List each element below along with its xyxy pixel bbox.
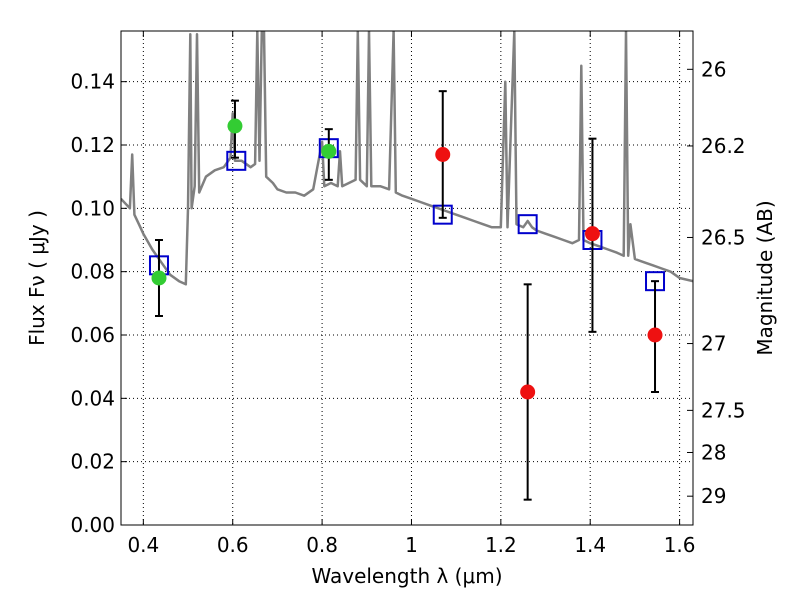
y-tick-label: 0.14 — [70, 70, 115, 94]
y2-tick-label: 27.5 — [701, 398, 746, 422]
y-axis: 0.00 0.02 0.04 0.06 0.08 0.10 0.12 0.14 — [70, 70, 127, 537]
x-tick-label: 1 — [405, 533, 418, 557]
y-tick-label: 0.06 — [70, 323, 115, 347]
x-tick-label: 1.4 — [574, 533, 606, 557]
y-tick-label: 0.04 — [70, 386, 115, 410]
x-tick-label: 1.6 — [664, 533, 696, 557]
y2-tick-label: 27 — [701, 332, 726, 356]
y2-axis-label: Magnitude (AB) — [753, 200, 777, 355]
x-tick-label: 0.8 — [306, 533, 338, 557]
photometry-point — [647, 327, 663, 343]
x-axis: 0.4 0.6 0.8 1 1.2 1.4 1.6 — [127, 31, 696, 557]
grid — [121, 31, 693, 526]
y2-tick-label: 26.5 — [701, 225, 746, 249]
x-tick-label: 0.4 — [127, 533, 159, 557]
model-flux-square — [226, 150, 247, 171]
data-layer — [121, 31, 693, 501]
x-tick-label: 0.6 — [217, 533, 249, 557]
y-tick-label: 0.08 — [70, 260, 115, 284]
photometry-point — [435, 147, 451, 162]
y2-tick-label: 29 — [701, 484, 726, 508]
plot-frame — [120, 30, 694, 526]
y-tick-label: 0.12 — [70, 133, 115, 157]
photometry-point — [151, 270, 167, 286]
y2-tick-label: 28 — [701, 440, 726, 464]
photometry-point — [520, 384, 536, 400]
y2-axis: 26 26.2 26.5 27 27.5 28 29 — [687, 57, 746, 508]
photometry-point — [321, 143, 337, 159]
model-flux-square — [517, 214, 538, 235]
y2-tick-label: 26.2 — [701, 134, 746, 158]
x-axis-label: Wavelength λ (μm) — [311, 564, 502, 588]
x-tick-label: 1.2 — [485, 533, 517, 557]
y2-tick-label: 26 — [701, 57, 726, 81]
y-axis-label: Flux Fν ( μJy ) — [25, 210, 49, 346]
spectrum-line — [121, 31, 693, 286]
photometry-point — [227, 118, 243, 134]
y-tick-label: 0.02 — [70, 450, 115, 474]
y-tick-label: 0.10 — [70, 196, 115, 220]
photometry-point — [584, 226, 600, 242]
y-tick-label: 0.00 — [70, 513, 115, 537]
